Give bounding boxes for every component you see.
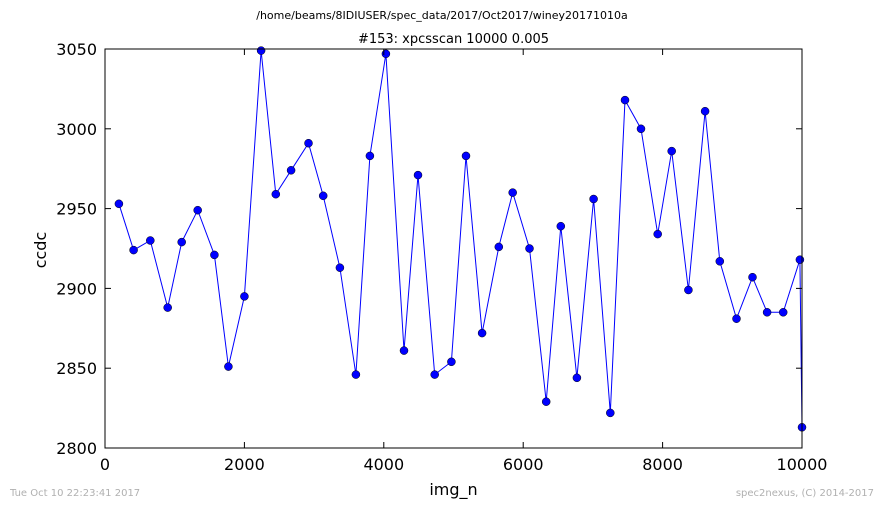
- x-axis-label: img_n: [429, 480, 477, 500]
- data-point: [146, 236, 155, 245]
- data-point: [461, 151, 471, 161]
- data-point: [572, 373, 582, 383]
- data-point: [447, 357, 456, 367]
- x-tick-label: 10000: [777, 455, 828, 474]
- data-point: [700, 106, 710, 116]
- data-point: [508, 188, 517, 197]
- data-point: [129, 245, 138, 255]
- file-path-title: /home/beams/8IDIUSER/spec_data/2017/Oct2…: [256, 9, 628, 22]
- data-point: [715, 257, 725, 266]
- data-point: [240, 292, 249, 301]
- data-point: [636, 124, 646, 134]
- series-line: [118, 50, 803, 428]
- data-point: [177, 237, 186, 247]
- chart-title: #153: xpcsscan 10000 0.005: [358, 32, 549, 47]
- x-tick-label: 4000: [363, 455, 404, 474]
- data-point: [778, 308, 788, 317]
- data-point: [684, 285, 693, 295]
- data-point: [286, 166, 296, 175]
- y-tick-label: 2850: [56, 359, 97, 378]
- x-axis: 0 2000 4000 6000 8000 10000: [100, 49, 828, 474]
- data-point: [667, 146, 676, 156]
- data-point: [620, 95, 630, 105]
- data-point: [210, 250, 219, 260]
- data-point: [193, 205, 202, 215]
- x-tick-label: 2000: [224, 455, 265, 474]
- data-point: [795, 255, 805, 264]
- y-axis: 2800 2850 2900 2950 3000 3050: [56, 40, 802, 458]
- data-point: [224, 362, 233, 371]
- data-point: [365, 151, 375, 161]
- data-point: [732, 314, 741, 323]
- y-tick-label: 2950: [56, 200, 97, 219]
- plot-area: [114, 46, 807, 432]
- data-point: [271, 189, 281, 199]
- y-tick-label: 2900: [56, 279, 97, 298]
- data-point: [606, 408, 615, 418]
- data-point: [589, 194, 598, 204]
- x-tick-label: 6000: [503, 455, 544, 474]
- data-point: [304, 138, 313, 148]
- data-point: [430, 370, 439, 379]
- credit-text: spec2nexus, (C) 2014-2017: [735, 488, 874, 499]
- plot-frame: [104, 48, 803, 449]
- data-point: [541, 397, 551, 406]
- data-point: [351, 370, 361, 379]
- y-tick-label: 3050: [56, 40, 97, 59]
- data-point: [114, 199, 124, 209]
- data-point: [381, 49, 391, 59]
- data-point: [748, 272, 757, 282]
- data-point: [163, 303, 172, 312]
- timestamp-text: Tue Oct 10 22:23:41 2017: [10, 488, 141, 499]
- data-point: [556, 221, 566, 231]
- x-tick-label: 0: [100, 455, 110, 474]
- data-point: [477, 328, 487, 338]
- data-point: [413, 170, 423, 180]
- y-tick-label: 3000: [56, 120, 97, 139]
- y-axis-label: ccdc: [31, 232, 50, 269]
- x-tick-label: 8000: [642, 455, 683, 474]
- data-point: [318, 191, 328, 201]
- y-tick-label: 2800: [56, 439, 97, 458]
- data-point: [494, 242, 504, 252]
- data-point: [762, 308, 772, 317]
- data-point: [335, 263, 345, 272]
- data-point: [653, 229, 662, 239]
- data-point: [256, 46, 266, 55]
- data-point: [399, 346, 409, 355]
- data-point: [525, 244, 534, 253]
